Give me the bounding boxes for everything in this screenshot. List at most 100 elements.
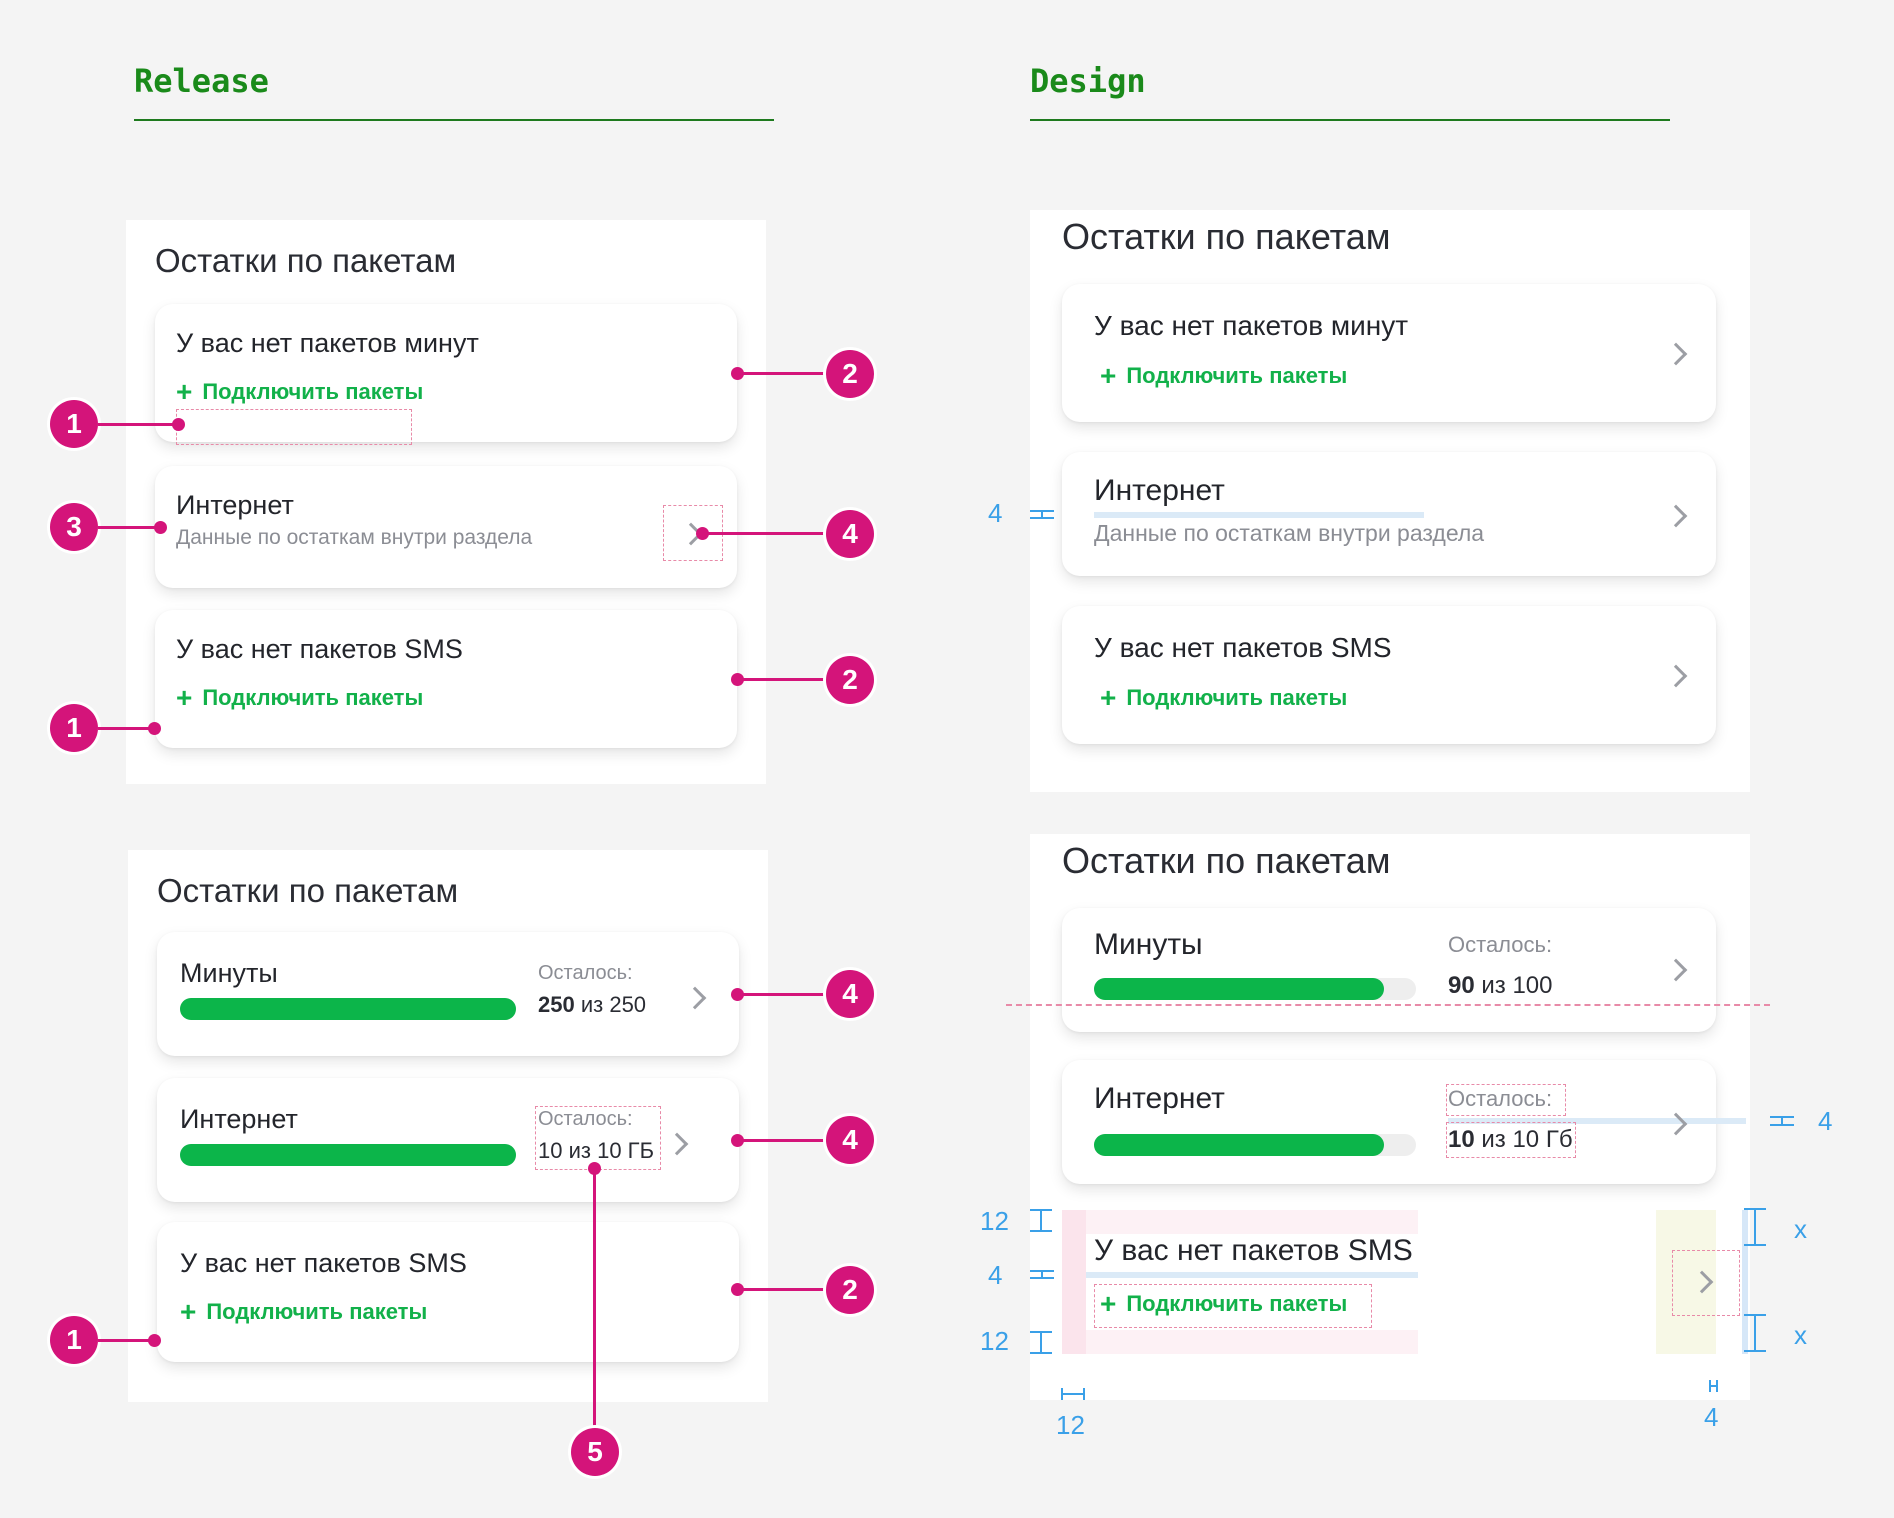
marker-dot bbox=[696, 527, 709, 540]
remaining-value: 10 из 10 Гб bbox=[1448, 1126, 1573, 1153]
marker-dot bbox=[148, 1334, 161, 1347]
progress-fill bbox=[1094, 978, 1384, 1000]
marker-dot bbox=[731, 1283, 744, 1296]
sms-package-card[interactable]: У вас нет пакетов SMS + Подключить пакеты bbox=[1062, 606, 1716, 744]
chevron-right-icon[interactable] bbox=[683, 986, 707, 1010]
remaining-label-highlight bbox=[1446, 1084, 1566, 1116]
marker-line bbox=[738, 1139, 828, 1142]
chevron-right-icon[interactable] bbox=[665, 1132, 689, 1156]
measure-label: 4 bbox=[988, 498, 1003, 528]
design-panel-1: Остатки по пакетам У вас нет пакетов мин… bbox=[1030, 210, 1750, 792]
connect-packages-link[interactable]: + Подключить пакеты bbox=[180, 1296, 428, 1327]
minutes-package-card[interactable]: У вас нет пакетов минут + Подключить паке… bbox=[1062, 284, 1716, 422]
marker-2: 2 bbox=[826, 656, 874, 704]
design-heading: Design bbox=[1030, 62, 1146, 100]
plus-icon: + bbox=[180, 1296, 197, 1327]
internet-card[interactable]: Интернет Осталось: 10 из 10 Гб bbox=[1062, 1060, 1746, 1184]
remaining-value: 10 из 10 ГБ bbox=[538, 1138, 655, 1163]
panel-title: Остатки по пакетам bbox=[1062, 840, 1391, 881]
measure-bracket bbox=[1709, 1385, 1718, 1387]
marker-dot bbox=[731, 988, 744, 1001]
internet-progress-bar bbox=[1094, 1134, 1416, 1156]
minutes-card[interactable]: Минуты Осталось: 250 из 250 bbox=[157, 932, 739, 1056]
marker-line bbox=[738, 993, 828, 996]
connect-packages-link[interactable]: + Подключить пакеты bbox=[1100, 682, 1348, 713]
top-padding-overlay bbox=[1086, 1210, 1418, 1234]
measure-bracket bbox=[1754, 1208, 1756, 1246]
measure-bracket bbox=[1061, 1393, 1085, 1395]
internet-card[interactable]: Интернет Осталось: 10 из 10 ГБ bbox=[157, 1078, 739, 1202]
remaining-label: Осталось: bbox=[538, 1108, 633, 1130]
marker-dot bbox=[154, 521, 167, 534]
sms-package-card[interactable]: У вас нет пакетов SMS + Подключить пакеты bbox=[157, 1222, 739, 1362]
marker-4: 4 bbox=[826, 970, 874, 1018]
chevron-right-icon[interactable] bbox=[1664, 504, 1688, 528]
internet-progress-bar bbox=[180, 1144, 516, 1166]
remaining-value: 90 из 100 bbox=[1448, 972, 1553, 999]
marker-dot bbox=[148, 722, 161, 735]
spacing-guide bbox=[1086, 1272, 1418, 1278]
panel-title: Остатки по пакетам bbox=[155, 242, 457, 279]
card-title: Интернет bbox=[176, 490, 294, 520]
release-heading-underline bbox=[134, 119, 774, 121]
chevron-right-icon[interactable] bbox=[1664, 664, 1688, 688]
connect-packages-link[interactable]: + Подключить пакеты bbox=[176, 376, 424, 407]
measure-bracket bbox=[1744, 1244, 1766, 1246]
measure-bracket bbox=[1030, 1230, 1052, 1232]
measure-label: x bbox=[1794, 1320, 1807, 1350]
marker-dot bbox=[731, 367, 744, 380]
connect-packages-link[interactable]: + Подключить пакеты bbox=[1100, 1288, 1348, 1319]
measure-label: 12 bbox=[980, 1326, 1009, 1356]
sms-package-card[interactable]: У вас нет пакетов SMS + Подключить пакеты bbox=[155, 610, 737, 748]
measure-label: 4 bbox=[1704, 1402, 1719, 1432]
marker-line bbox=[98, 1339, 154, 1342]
card-subtitle: Данные по остаткам внутри раздела bbox=[1094, 520, 1485, 546]
marker-1: 1 bbox=[50, 1316, 98, 1364]
measure-bracket bbox=[1754, 1314, 1756, 1352]
card-title: Интернет bbox=[180, 1104, 298, 1134]
marker-line bbox=[98, 727, 154, 730]
marker-line bbox=[738, 372, 828, 375]
plus-icon: + bbox=[1100, 682, 1117, 713]
marker-line bbox=[98, 423, 178, 426]
chevron-right-icon[interactable] bbox=[1664, 1112, 1688, 1136]
missing-padding-highlight bbox=[176, 409, 412, 445]
card-title: Минуты bbox=[1094, 928, 1203, 961]
bottom-padding-overlay bbox=[1086, 1330, 1418, 1354]
card-title: У вас нет пакетов минут bbox=[176, 328, 479, 358]
design-heading-underline bbox=[1030, 119, 1670, 121]
chevron-area-overlay bbox=[1656, 1210, 1716, 1354]
card-title: У вас нет пакетов минут bbox=[1094, 310, 1409, 341]
minutes-progress-bar bbox=[180, 998, 516, 1020]
card-title: Минуты bbox=[180, 958, 278, 988]
connect-packages-link[interactable]: + Подключить пакеты bbox=[1100, 360, 1348, 391]
chevron-right-icon[interactable] bbox=[1664, 958, 1688, 982]
internet-card[interactable]: Интернет Данные по остаткам внутри разде… bbox=[155, 466, 737, 588]
marker-dot bbox=[172, 418, 185, 431]
remaining-value-highlight bbox=[1446, 1122, 1576, 1158]
marker-2: 2 bbox=[826, 1266, 874, 1314]
chevron-right-icon[interactable] bbox=[1664, 342, 1688, 366]
minutes-card[interactable]: Минуты Осталось: 90 из 100 bbox=[1062, 908, 1716, 1032]
measure-bracket bbox=[1041, 1270, 1043, 1279]
measure-label: 4 bbox=[1818, 1106, 1833, 1136]
measure-bracket bbox=[1040, 1209, 1042, 1231]
design-panel-2: Остатки по пакетам Минуты Осталось: 90 и… bbox=[1030, 834, 1750, 1400]
plus-icon: + bbox=[1100, 1288, 1117, 1319]
minutes-progress-bar bbox=[1094, 978, 1416, 1000]
remaining-label: Осталось: bbox=[538, 962, 633, 984]
marker-line bbox=[98, 526, 158, 529]
card-title: У вас нет пакетов SMS bbox=[180, 1248, 467, 1278]
marker-4: 4 bbox=[826, 1116, 874, 1164]
measure-label: x bbox=[1794, 1214, 1807, 1244]
remaining-label: Осталось: bbox=[1448, 1086, 1553, 1111]
minutes-package-card[interactable]: У вас нет пакетов минут + Подключить паке… bbox=[155, 304, 737, 445]
marker-1: 1 bbox=[50, 704, 98, 752]
padding-overlay bbox=[1062, 1210, 1086, 1354]
release-panel-2: Остатки по пакетам Минуты Осталось: 250 … bbox=[128, 850, 768, 1402]
sms-package-card[interactable]: У вас нет пакетов SMS + Подключить пакеты bbox=[1062, 1210, 1748, 1354]
remaining-label: Осталось: bbox=[1448, 932, 1553, 957]
connect-packages-link[interactable]: + Подключить пакеты bbox=[176, 682, 424, 713]
internet-card[interactable]: Интернет Данные по остаткам внутри разде… bbox=[1062, 452, 1716, 576]
alignment-dashed-line bbox=[1006, 1004, 1770, 1006]
